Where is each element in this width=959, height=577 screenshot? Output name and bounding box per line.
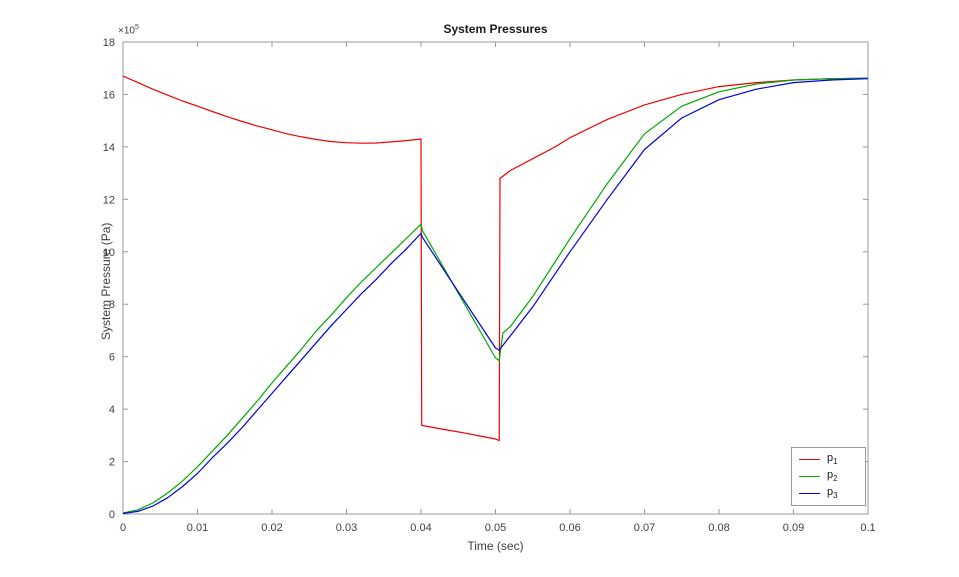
series-line-p3 <box>122 78 869 515</box>
legend-line-p3 <box>799 493 820 494</box>
y-tick-label: 8 <box>109 299 115 311</box>
y-axis-multiplier: ×105 <box>118 24 139 36</box>
plot-box <box>122 41 869 515</box>
y-tick-label: 0 <box>109 509 115 521</box>
series-line-p1 <box>122 75 869 442</box>
legend: p1 p2 p3 <box>791 447 866 506</box>
legend-label-p2: p2 <box>827 468 838 484</box>
y-tick-label: 2 <box>109 457 115 469</box>
legend-label-p3: p3 <box>827 485 838 501</box>
y-tick-label: 16 <box>103 89 115 101</box>
y-tick-label: 10 <box>103 247 115 259</box>
x-axis-label: Time (sec) <box>467 539 524 553</box>
x-tick-label: 0 <box>120 522 126 534</box>
x-tick-label: 0.04 <box>410 522 431 534</box>
chart-title: System Pressures <box>443 22 548 36</box>
x-tick-label: 0.03 <box>336 522 357 534</box>
legend-line-p1 <box>799 459 820 460</box>
legend-item-p1: p1 <box>792 451 865 468</box>
y-tick-label: 18 <box>103 37 115 49</box>
x-tick-label: 0.01 <box>187 522 208 534</box>
legend-label-p1: p1 <box>827 451 838 467</box>
y-tick-label: 6 <box>109 352 115 364</box>
x-tick-label: 0.1 <box>860 522 875 534</box>
x-tick-label: 0.07 <box>634 522 655 534</box>
y-axis-multiplier-base: ×10 <box>118 25 135 37</box>
x-tick-label: 0.06 <box>559 522 580 534</box>
legend-item-p2: p2 <box>792 468 865 485</box>
legend-item-p3: p3 <box>792 485 865 502</box>
y-tick-label: 12 <box>103 194 115 206</box>
y-axis-label: System Pressure (Pa) <box>99 222 113 340</box>
series-line-p2 <box>122 77 869 514</box>
legend-line-p2 <box>799 476 820 477</box>
y-axis-multiplier-exponent: 5 <box>134 24 139 31</box>
y-tick-label: 4 <box>109 404 115 416</box>
x-tick-label: 0.08 <box>708 522 729 534</box>
y-tick-label: 14 <box>103 142 115 154</box>
x-tick-label: 0.05 <box>485 522 506 534</box>
x-tick-label: 0.02 <box>261 522 282 534</box>
x-tick-label: 0.09 <box>783 522 804 534</box>
